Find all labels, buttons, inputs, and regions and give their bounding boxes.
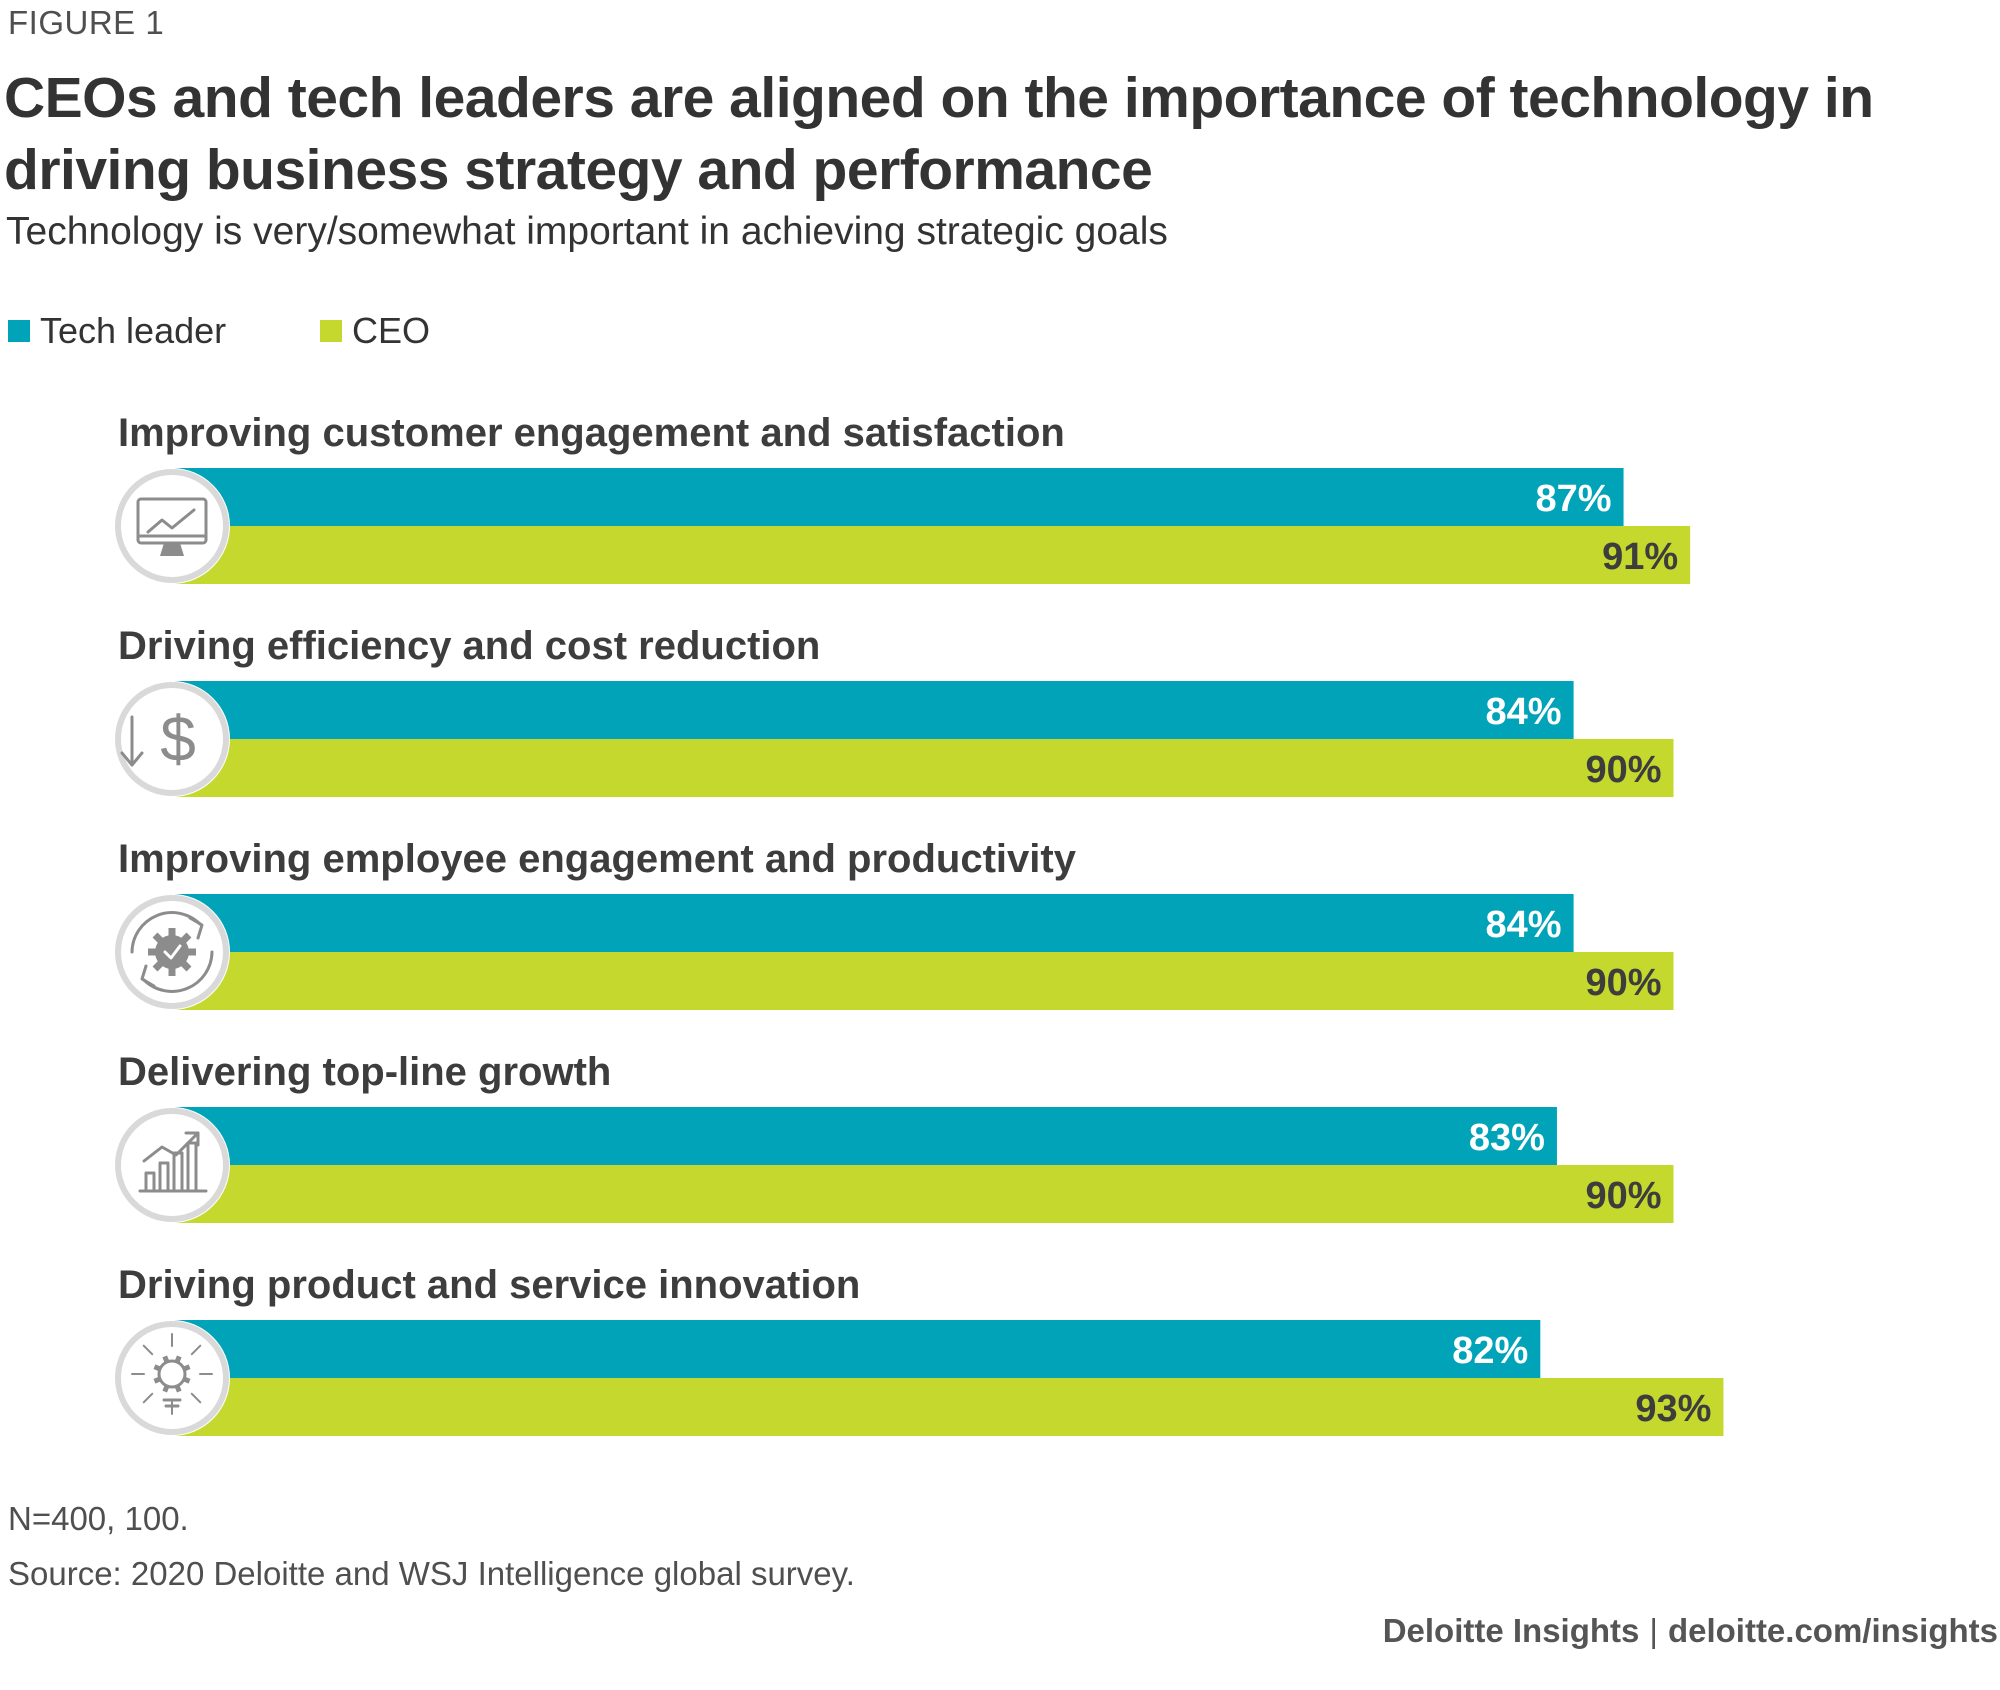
- gear-cycle-icon: [130, 911, 214, 993]
- value-label-tech-leader: 82%: [1452, 1330, 1528, 1372]
- value-label-ceo: 90%: [1585, 749, 1661, 791]
- value-label-tech-leader: 83%: [1469, 1117, 1545, 1159]
- value-label-ceo: 90%: [1585, 1175, 1661, 1217]
- category-label: Improving employee engagement and produc…: [118, 837, 1077, 881]
- bar-tech-leader: [175, 1107, 1557, 1165]
- bar-tech-leader: [175, 468, 1624, 526]
- light-ray: [142, 1392, 154, 1404]
- icon-ring: [115, 469, 229, 583]
- category-group: Improving employee engagement and produc…: [114, 837, 1674, 1010]
- icon-ring: [115, 682, 229, 796]
- bar-ceo: [175, 739, 1674, 797]
- growth-arrow-line: [142, 1131, 200, 1163]
- bar-ceo: [175, 1378, 1724, 1436]
- legend-swatch-tech-leader: [8, 320, 30, 342]
- dollar-down-icon: $: [120, 703, 196, 775]
- category-group: Improving customer engagement and satisf…: [114, 411, 1691, 584]
- dollar-sign: $: [160, 703, 196, 775]
- bar-ceo: [175, 952, 1674, 1010]
- category-group: Driving product and service innovation 82…: [114, 1263, 1724, 1436]
- category-label: Improving customer engagement and satisf…: [118, 411, 1065, 455]
- light-ray: [142, 1344, 154, 1356]
- footer-brand: Deloitte Insights: [1382, 1612, 1640, 1649]
- category-label: Driving efficiency and cost reduction: [118, 624, 820, 668]
- figure-label: FIGURE 1: [8, 4, 165, 41]
- legend-label-ceo: CEO: [352, 310, 431, 351]
- value-label-ceo: 90%: [1585, 962, 1661, 1004]
- value-label-ceo: 91%: [1602, 536, 1678, 578]
- footer: Deloitte Insights | deloitte.com/insights: [1383, 1612, 1998, 1650]
- cycle-arrow-bottom: [140, 964, 156, 988]
- source-note: Source: 2020 Deloitte and WSJ Intelligen…: [8, 1555, 855, 1592]
- legend-swatch-ceo: [320, 320, 342, 342]
- lightbulb-gear-icon: [131, 1333, 213, 1415]
- gear-check: [163, 944, 182, 960]
- light-ray: [190, 1344, 202, 1356]
- light-ray: [190, 1392, 202, 1404]
- down-arrow-head: [120, 751, 144, 767]
- category-label: Driving product and service innovation: [118, 1263, 860, 1307]
- bar-ceo: [175, 526, 1691, 584]
- cycle-arrow-top: [188, 916, 204, 940]
- icon-ring: [115, 1321, 229, 1435]
- growth-arrow-head: [184, 1131, 200, 1147]
- bar-chart: Improving customer engagement and satisf…: [114, 411, 1724, 1436]
- growth-bar: [186, 1141, 198, 1193]
- value-label-tech-leader: 87%: [1535, 478, 1611, 520]
- growth-bar: [144, 1171, 156, 1193]
- category-group: Delivering top-line growth 83% 90%: [114, 1050, 1674, 1223]
- legend-item-tech-leader: Tech leader: [8, 310, 226, 352]
- footer-separator: |: [1649, 1612, 1658, 1649]
- value-label-tech-leader: 84%: [1486, 904, 1562, 946]
- growth-chart-icon: [138, 1131, 208, 1193]
- bulb-gear-body: [157, 1359, 187, 1389]
- category-group: Driving efficiency and cost reduction 84%…: [114, 624, 1674, 797]
- monitor-stand: [160, 543, 184, 556]
- bar-tech-leader: [175, 1320, 1541, 1378]
- legend-item-ceo: CEO: [320, 310, 430, 352]
- gear-body: [155, 935, 189, 969]
- value-label-tech-leader: 84%: [1486, 691, 1562, 733]
- monitor-trend-line: [146, 508, 196, 534]
- growth-bar: [158, 1161, 170, 1193]
- bar-tech-leader: [175, 894, 1574, 952]
- footer-url: deloitte.com/insights: [1667, 1612, 1998, 1649]
- value-label-ceo: 93%: [1635, 1388, 1711, 1430]
- bar-tech-leader: [175, 681, 1574, 739]
- legend-label-tech-leader: Tech leader: [40, 310, 227, 351]
- monitor-chart-icon: [136, 497, 208, 556]
- icon-ring: [115, 1108, 229, 1222]
- chart-title: CEOs and tech leaders are aligned on the…: [4, 66, 1874, 202]
- bar-ceo: [175, 1165, 1674, 1223]
- category-label: Delivering top-line growth: [118, 1050, 611, 1094]
- chart-subtitle: Technology is very/somewhat important in…: [6, 210, 1168, 253]
- sample-size-note: N=400, 100.: [8, 1500, 189, 1537]
